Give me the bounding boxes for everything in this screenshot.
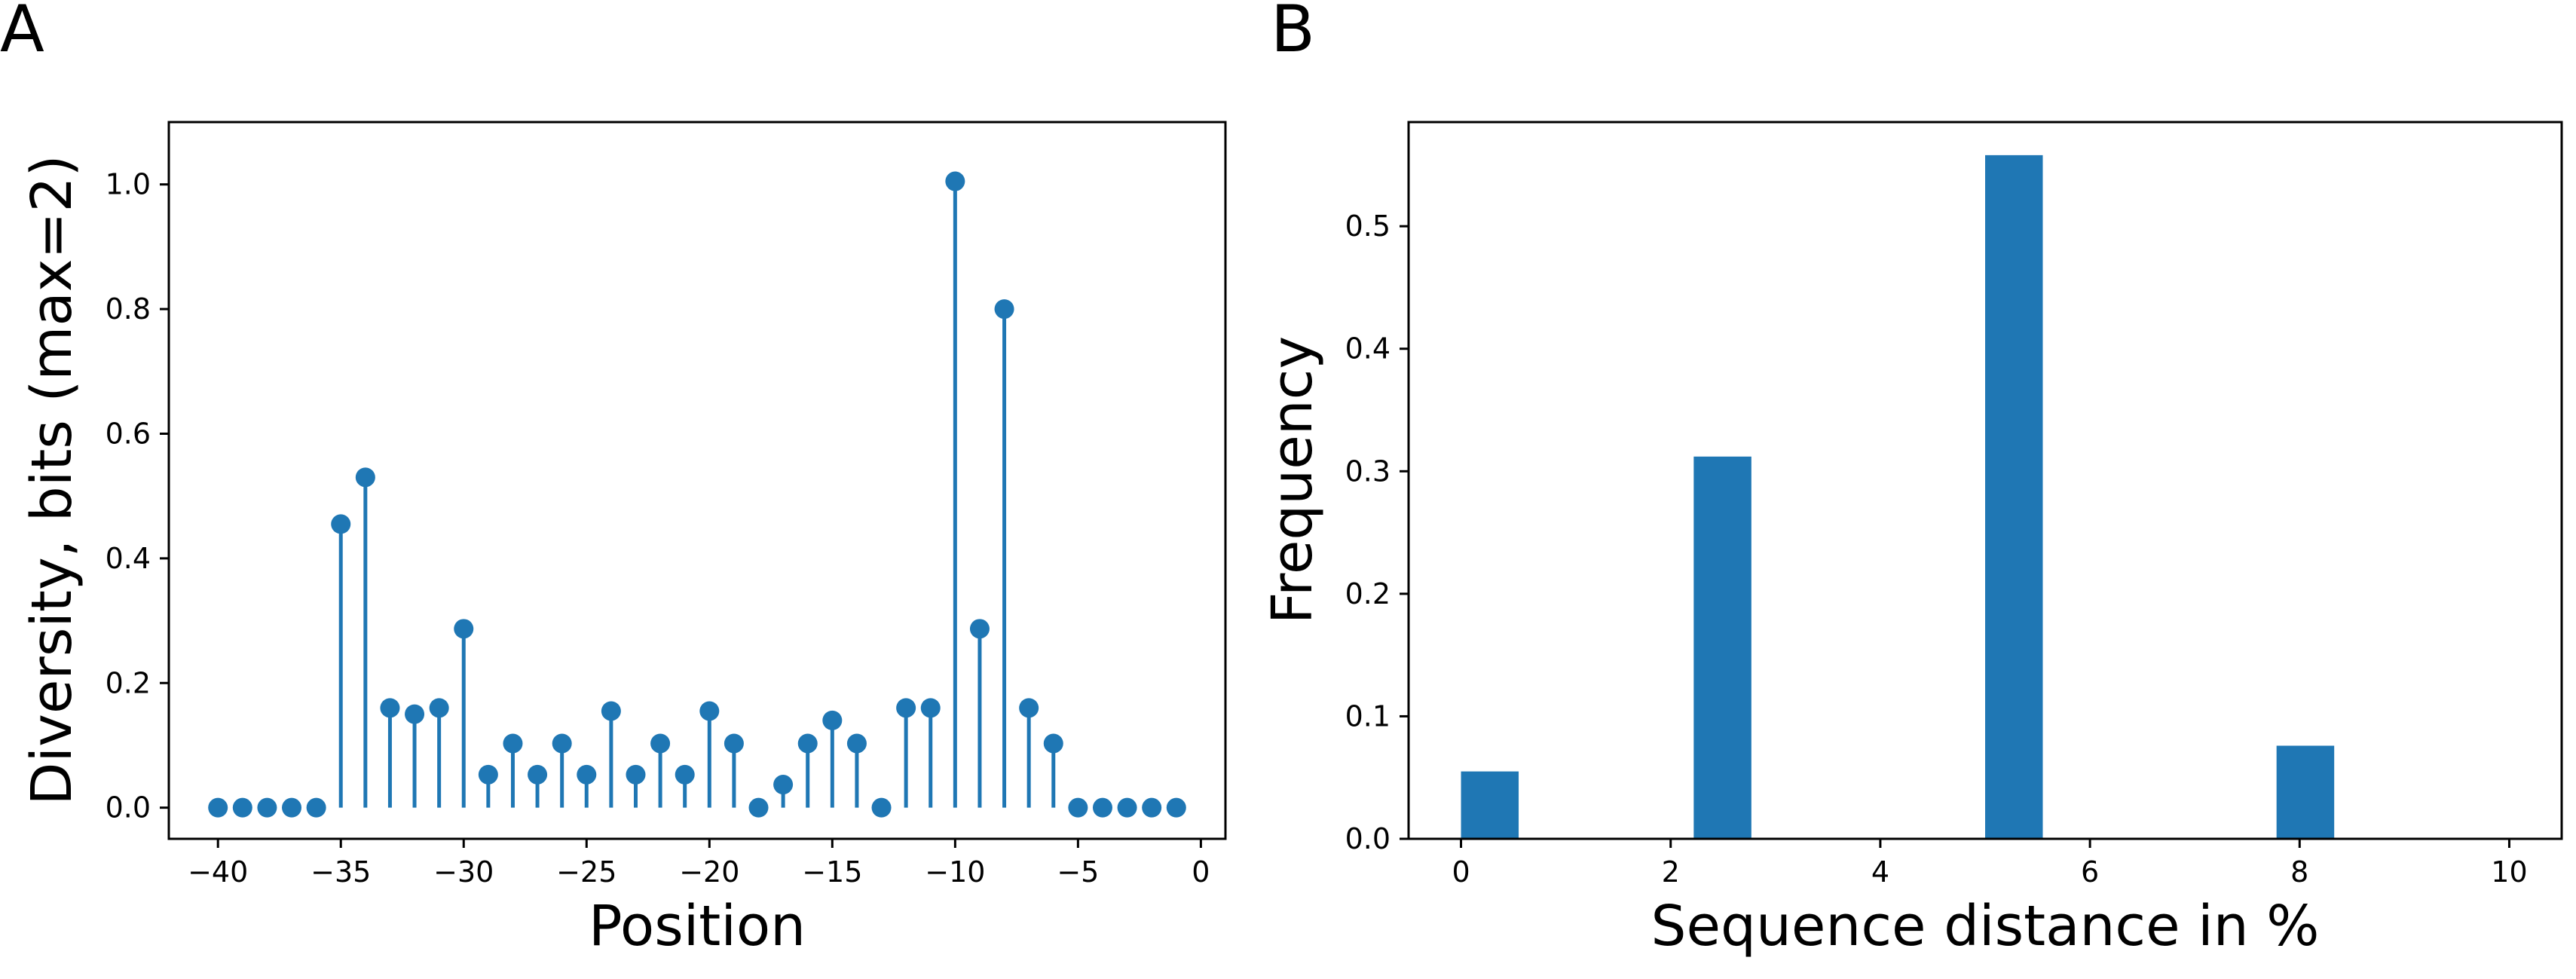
stem-marker — [797, 733, 818, 754]
stem-marker — [1166, 797, 1186, 818]
stem-marker — [822, 710, 843, 730]
stem-marker — [331, 514, 351, 534]
bar — [2276, 745, 2335, 839]
y-tick-label: 0.0 — [106, 791, 151, 825]
bar — [1693, 456, 1751, 839]
x-tick-label: 2 — [1662, 855, 1680, 889]
stem-marker — [528, 764, 548, 785]
panel-b-x-axis-label: Sequence distance in % — [1651, 894, 2320, 959]
stem-marker — [1092, 797, 1112, 818]
stem-marker — [478, 764, 498, 785]
panel-b-y-axis: 0.0 0.1 0.2 0.3 0.4 0.5 — [1345, 210, 1409, 855]
panel-b-plot-area — [1461, 154, 2335, 839]
x-tick-label: 8 — [2290, 855, 2308, 889]
stem-marker — [601, 701, 621, 721]
panel-b-y-axis-label: Frequency — [1260, 336, 1325, 624]
y-tick-label: 0.2 — [106, 666, 151, 699]
x-tick-label: 0 — [1452, 855, 1470, 889]
x-tick-label: 10 — [2491, 855, 2527, 889]
x-tick-label: −20 — [679, 855, 739, 889]
y-tick-label: 0.3 — [1345, 454, 1390, 488]
x-tick-label: 6 — [2081, 855, 2099, 889]
x-tick-label: −5 — [1057, 855, 1099, 889]
y-tick-label: 0.2 — [1345, 577, 1390, 610]
panel-b-letter: B — [1271, 0, 1315, 67]
y-tick-label: 0.4 — [106, 542, 151, 575]
y-tick-label: 0.8 — [106, 292, 151, 326]
x-tick-label: −30 — [433, 855, 494, 889]
stem-marker — [650, 733, 671, 754]
stem-marker — [1068, 797, 1088, 818]
stem-marker — [355, 467, 375, 488]
panel-b-axes-frame — [1407, 121, 2563, 840]
panel-a-x-axis-label: Position — [589, 894, 806, 959]
stem-marker — [675, 764, 695, 785]
stem-marker — [405, 704, 425, 724]
stem-marker — [232, 797, 252, 818]
stem-marker — [626, 764, 646, 785]
stem-marker — [1117, 797, 1137, 818]
panel-a-y-axis-label: Diversity, bits (max=2) — [20, 155, 84, 806]
stem-marker — [945, 171, 965, 191]
stem-marker — [724, 733, 744, 754]
stem-marker — [1043, 733, 1063, 754]
stem-marker — [208, 797, 228, 818]
stem-marker — [1142, 797, 1162, 818]
panel-a-letter: A — [0, 0, 44, 67]
panel-a-x-axis: −40 −35 −30 −25 −20 −15 −10 −5 0 — [188, 839, 1210, 889]
stem-marker — [577, 764, 597, 785]
stem-marker — [1019, 698, 1039, 718]
stem-marker — [380, 698, 400, 718]
panel-a-plot-area — [208, 171, 1186, 818]
y-tick-label: 1.0 — [106, 168, 151, 201]
stem-marker — [846, 733, 867, 754]
x-tick-label: −25 — [556, 855, 616, 889]
bar — [1985, 154, 2043, 839]
x-tick-label: −40 — [188, 855, 248, 889]
stem-marker — [699, 701, 720, 721]
stem-marker — [257, 797, 277, 818]
y-tick-label: 0.5 — [1345, 210, 1390, 243]
panel-a: A −40 −35 −30 −25 −20 −15 −10 −5 0 0.00.20.40.60… — [0, 0, 1227, 959]
stem-marker — [503, 733, 523, 754]
stem-marker — [552, 733, 572, 754]
panel-b: B 0 2 4 6 8 10 0.0 0.1 0.2 0.3 0.4 0.5 Sequence di… — [1260, 0, 2563, 959]
stem-marker — [429, 698, 449, 718]
stem-marker — [454, 619, 474, 639]
panel-a-axes-frame — [167, 121, 1227, 840]
stem-marker — [896, 698, 916, 718]
x-tick-label: −15 — [802, 855, 862, 889]
stem-marker — [920, 698, 941, 718]
stem-marker — [282, 797, 302, 818]
panel-b-x-axis: 0 2 4 6 8 10 — [1452, 839, 2528, 889]
y-tick-label: 0.4 — [1345, 332, 1390, 366]
x-tick-label: 0 — [1192, 855, 1210, 889]
y-tick-label: 0.1 — [1345, 699, 1390, 733]
panel-a-y-axis: 0.0 0.2 0.4 0.6 0.8 1.0 — [106, 168, 169, 825]
x-tick-label: −35 — [311, 855, 371, 889]
x-tick-label: −10 — [925, 855, 985, 889]
y-tick-label: 0.0 — [1345, 822, 1390, 855]
stem-marker — [969, 619, 990, 639]
stem-marker — [306, 797, 326, 818]
stem-marker — [871, 797, 892, 818]
stem-marker — [994, 299, 1014, 320]
stem-marker — [748, 797, 769, 818]
bar — [1461, 771, 1519, 839]
stem-marker — [773, 775, 794, 795]
x-tick-label: 4 — [1871, 855, 1889, 889]
y-tick-label: 0.6 — [106, 417, 151, 450]
